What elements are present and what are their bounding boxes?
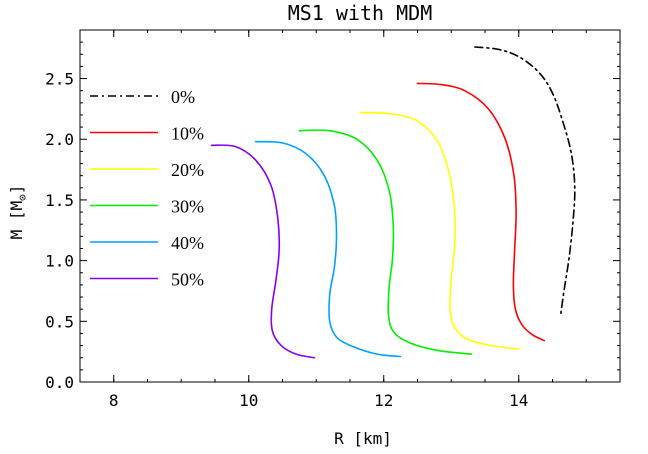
series-line-50pct [210, 144, 315, 359]
legend-label: 20% [171, 160, 204, 180]
x-tick-label: 10 [239, 391, 258, 410]
x-tick-label: 14 [509, 391, 528, 410]
legend: 0% 10% 20% 30% 40% 50% [90, 87, 204, 290]
plot-frame [79, 29, 621, 383]
y-axis-label: M [M⊙] [7, 185, 29, 240]
series-line-10pct [416, 82, 546, 342]
legend-label: 10% [171, 124, 204, 144]
y-axis-label-main: M [M [7, 201, 26, 240]
chart-title: MS1 with MDM [288, 1, 433, 25]
legend-label: 50% [171, 270, 204, 290]
y-tick-label: 1.0 [45, 252, 74, 271]
y-tick-label: 2.5 [45, 70, 74, 89]
y-tick-label: 0.0 [45, 373, 74, 392]
series-line-30pct [298, 129, 473, 355]
y-tick-label: 2.0 [45, 130, 74, 149]
legend-label: 30% [171, 197, 204, 217]
series-line-0pct [474, 46, 576, 316]
y-axis-label-close: ] [7, 185, 26, 195]
series-line-40pct [254, 140, 402, 358]
axis-ticks: 8 10 12 14 0.0 0.5 1.0 1.5 2.0 2.5 [45, 30, 621, 410]
x-tick-label: 8 [109, 391, 119, 410]
legend-label: 40% [171, 233, 204, 253]
y-axis-label-sub: ⊙ [16, 194, 29, 201]
series-layer [210, 46, 576, 359]
y-tick-label: 0.5 [45, 312, 74, 331]
x-axis-label: R [km] [334, 429, 392, 448]
y-tick-label: 1.5 [45, 191, 74, 210]
series-line-20pct [359, 111, 520, 350]
y-axis-label-group: M [M⊙] [7, 185, 29, 240]
x-tick-label: 12 [374, 391, 393, 410]
legend-label: 0% [171, 87, 195, 107]
